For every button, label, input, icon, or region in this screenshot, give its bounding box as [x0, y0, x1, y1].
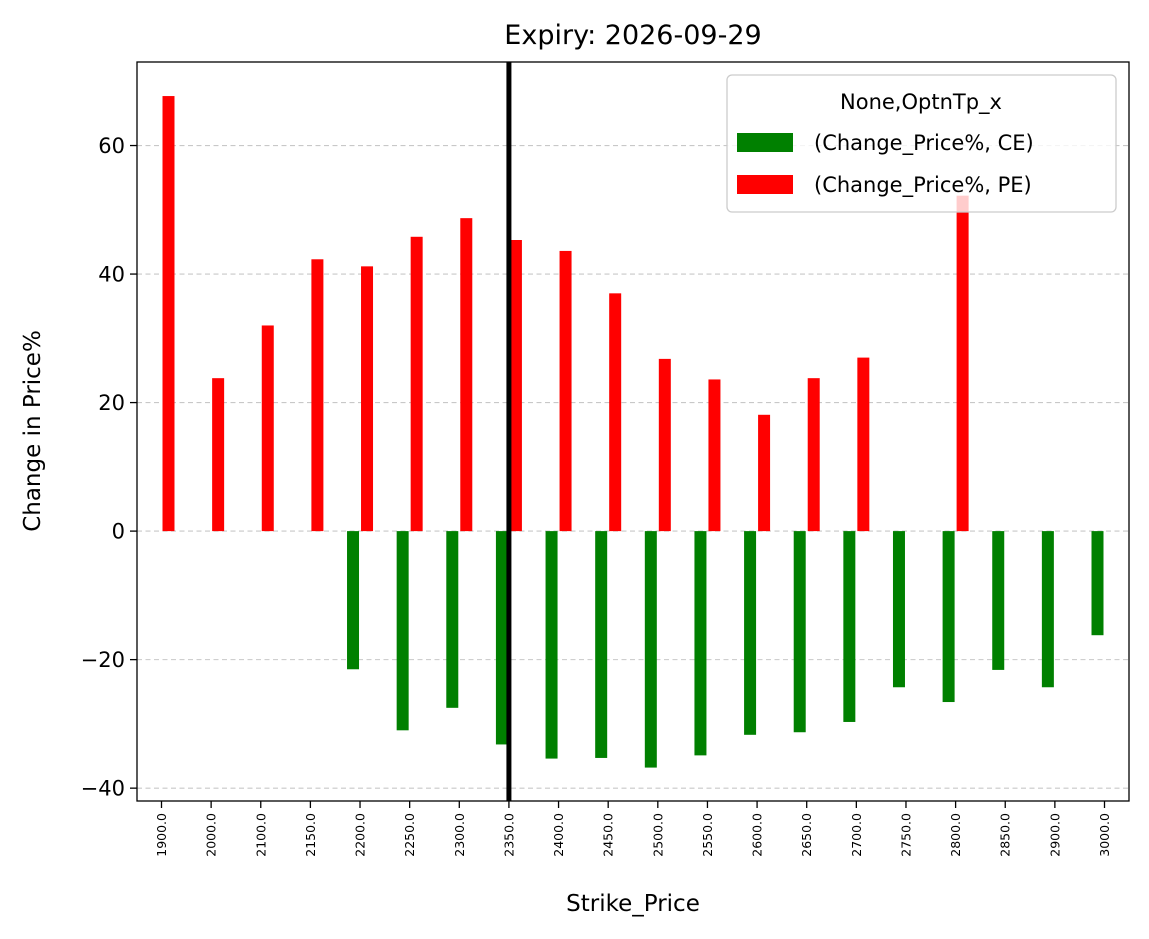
- x-tick-label: 2500.0: [650, 813, 665, 857]
- bar-pe: [758, 414, 771, 532]
- bar-ce: [744, 531, 757, 735]
- x-tick-label: 2600.0: [750, 813, 765, 857]
- bar-pe: [658, 358, 671, 532]
- bar-pe: [261, 325, 274, 532]
- bar-pe: [609, 293, 622, 532]
- plot-frame: [136, 61, 1130, 802]
- bar-pe: [410, 236, 423, 532]
- legend-swatch-pe: [737, 175, 793, 194]
- y-tick-label: −40: [81, 777, 125, 801]
- chart-title: Expiry: 2026-09-29: [504, 20, 761, 51]
- x-tick-label: 1900.0: [154, 813, 169, 857]
- bar-ce: [595, 531, 608, 758]
- x-tick-label: 2750.0: [898, 813, 913, 857]
- y-axis-ticks: −40 −20 0 20 40 60: [81, 134, 137, 801]
- x-tick-label: 2400.0: [551, 813, 566, 857]
- x-tick-label: 2700.0: [849, 813, 864, 857]
- legend-swatch-ce: [737, 133, 793, 152]
- x-tick-label: 2450.0: [601, 813, 616, 857]
- x-tick-label: 2100.0: [253, 813, 268, 857]
- bar-pe: [361, 266, 374, 532]
- bar-pe: [460, 218, 473, 532]
- y-tick-label: 60: [98, 134, 125, 158]
- x-axis-ticks: 1900.0 2000.0 2100.0 2150.0 2200.0 2250.0 2300…: [154, 801, 1112, 857]
- bar-ce: [1041, 531, 1054, 688]
- gridlines: [137, 144, 1129, 789]
- x-tick-label: 3000.0: [1097, 813, 1112, 857]
- legend-title: None,OptnTp_x: [840, 90, 1002, 115]
- y-tick-label: 40: [98, 263, 125, 287]
- bar-pe: [311, 259, 324, 532]
- x-tick-label: 2350.0: [501, 813, 516, 857]
- legend-label-pe: (Change_Price%, PE): [814, 173, 1032, 198]
- bar-ce: [396, 531, 409, 731]
- x-tick-label: 2550.0: [700, 813, 715, 857]
- bar-pe: [956, 195, 969, 532]
- bar-pe: [509, 240, 522, 532]
- bar-pe: [708, 379, 721, 532]
- bar-pe: [212, 378, 225, 532]
- x-axis-label: Strike_Price: [566, 891, 700, 917]
- bar-ce: [694, 531, 707, 756]
- y-axis-label: Change in Price%: [20, 330, 46, 532]
- bar-ce: [644, 531, 657, 768]
- bar-pe: [807, 378, 820, 532]
- bar-pe: [559, 250, 572, 532]
- legend-label-ce: (Change_Price%, CE): [814, 131, 1034, 156]
- legend-box: [726, 74, 1117, 213]
- x-tick-label: 2800.0: [948, 813, 963, 857]
- x-tick-label: 2850.0: [998, 813, 1013, 857]
- y-tick-label: 0: [112, 520, 125, 544]
- bar-ce: [545, 531, 558, 759]
- bar-ce: [992, 531, 1005, 670]
- x-tick-label: 2200.0: [353, 813, 368, 857]
- bar-pe: [162, 96, 175, 532]
- bar-ce: [843, 531, 856, 722]
- bar-ce: [495, 531, 508, 745]
- x-tick-label: 2900.0: [1047, 813, 1062, 857]
- bar-ce: [1091, 531, 1104, 636]
- bars: [162, 96, 1104, 768]
- x-tick-label: 2300.0: [452, 813, 467, 857]
- x-tick-label: 2650.0: [799, 813, 814, 857]
- bar-pe: [857, 357, 870, 532]
- bar-ce: [347, 531, 360, 670]
- y-tick-label: −20: [81, 648, 125, 672]
- x-tick-label: 2150.0: [303, 813, 318, 857]
- x-tick-label: 2250.0: [402, 813, 417, 857]
- y-tick-label: 20: [98, 391, 125, 415]
- bar-ce: [892, 531, 905, 688]
- bar-ce: [793, 531, 806, 733]
- legend: None,OptnTp_x (Change_Price%, CE) (Chang…: [726, 74, 1117, 213]
- bar-ce: [942, 531, 955, 703]
- x-tick-label: 2000.0: [204, 813, 219, 857]
- bar-ce: [446, 531, 459, 708]
